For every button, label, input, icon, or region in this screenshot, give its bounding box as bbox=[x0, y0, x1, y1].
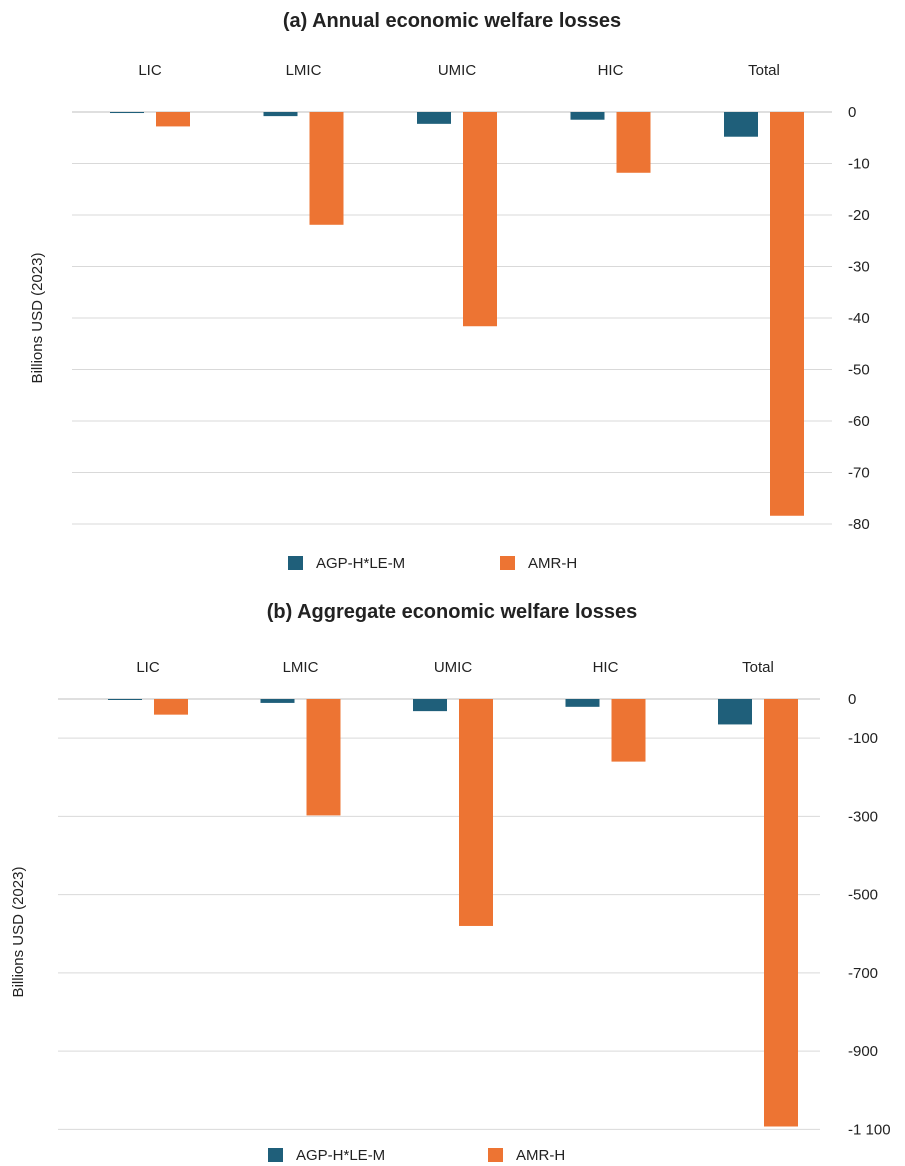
y-axis-label: Billions USD (2023) bbox=[29, 253, 46, 384]
bar-amr-umic bbox=[459, 699, 493, 926]
y-tick-label: -300 bbox=[848, 808, 878, 825]
bar-agp-umic bbox=[413, 699, 447, 712]
category-label: UMIC bbox=[438, 62, 476, 79]
y-tick-label: -70 bbox=[848, 465, 870, 482]
category-label: LIC bbox=[138, 62, 162, 79]
category-label: HIC bbox=[598, 62, 624, 79]
category-label: Total bbox=[748, 62, 780, 79]
y-tick-label: -40 bbox=[848, 310, 870, 327]
y-tick-label: -20 bbox=[848, 207, 870, 224]
bar-amr-lmic bbox=[309, 112, 344, 225]
y-tick-label: -50 bbox=[848, 362, 870, 379]
legend-label: AMR-H bbox=[516, 1147, 565, 1164]
category-label: UMIC bbox=[434, 659, 472, 676]
bar-amr-hic bbox=[616, 112, 651, 173]
y-tick-label: -80 bbox=[848, 516, 870, 533]
bar-agp-lmic bbox=[263, 112, 298, 117]
y-tick-label: -10 bbox=[848, 156, 870, 173]
y-tick-label: -500 bbox=[848, 887, 878, 904]
bar-agp-total bbox=[718, 699, 752, 725]
bar-agp-hic bbox=[570, 112, 605, 120]
bar-agp-lic bbox=[110, 112, 144, 114]
legend-label: AGP-H*LE-M bbox=[296, 1147, 385, 1164]
legend-label: AGP-H*LE-M bbox=[316, 555, 405, 572]
y-axis-label: Billions USD (2023) bbox=[10, 867, 27, 998]
legend-swatch-amr bbox=[488, 1148, 503, 1162]
y-tick-label: -60 bbox=[848, 413, 870, 430]
bar-amr-hic bbox=[611, 699, 646, 762]
y-tick-label: -900 bbox=[848, 1043, 878, 1060]
category-label: LMIC bbox=[283, 659, 319, 676]
bar-agp-total bbox=[724, 112, 758, 137]
y-tick-label: -100 bbox=[848, 730, 878, 747]
category-label: LIC bbox=[136, 659, 160, 676]
y-tick-label: -700 bbox=[848, 965, 878, 982]
bar-amr-lic bbox=[156, 112, 190, 127]
bar-agp-umic bbox=[417, 112, 451, 124]
category-label: Total bbox=[742, 659, 774, 676]
legend-swatch-agp bbox=[288, 556, 303, 570]
bar-agp-hic bbox=[565, 699, 600, 707]
bar-agp-lmic bbox=[260, 699, 295, 703]
legend-swatch-amr bbox=[500, 556, 515, 570]
legend-label: AMR-H bbox=[528, 555, 577, 572]
y-tick-label: 0 bbox=[848, 104, 856, 121]
bar-agp-lic bbox=[108, 699, 142, 700]
bar-amr-lmic bbox=[306, 699, 341, 816]
chart-panel-a: (a) Annual economic welfare losses 0 -10 -2… bbox=[29, 10, 870, 572]
chart-title: (b) Aggregate economic welfare losses bbox=[267, 601, 637, 623]
legend-swatch-agp bbox=[268, 1148, 283, 1162]
bar-amr-lic bbox=[154, 699, 188, 715]
y-tick-label: -1 100 bbox=[848, 1121, 891, 1138]
bar-amr-umic bbox=[463, 112, 497, 327]
category-label: HIC bbox=[593, 659, 619, 676]
category-label: LMIC bbox=[286, 62, 322, 79]
bar-amr-total bbox=[770, 112, 804, 516]
bar-amr-total bbox=[764, 699, 798, 1127]
chart-title: (a) Annual economic welfare losses bbox=[283, 10, 621, 32]
y-tick-label: 0 bbox=[848, 691, 856, 708]
chart-panel-b: (b) Aggregate economic welfare losses 0 -1… bbox=[10, 601, 891, 1164]
y-tick-label: -30 bbox=[848, 259, 870, 276]
